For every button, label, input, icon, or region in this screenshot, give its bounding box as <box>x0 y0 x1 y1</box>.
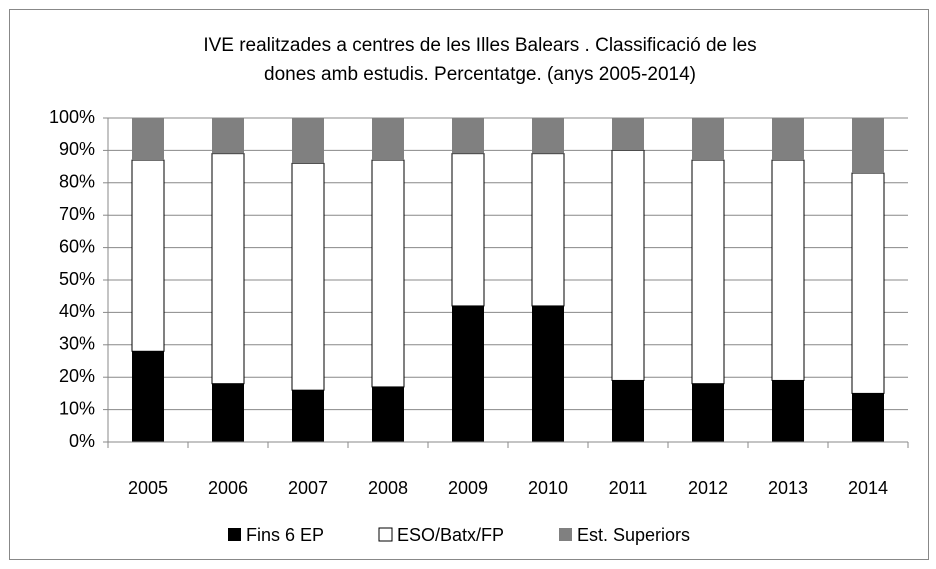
legend-label: ESO/Batx/FP <box>397 525 504 545</box>
legend-label: Fins 6 EP <box>246 525 324 545</box>
y-tick-label: 60% <box>59 236 95 256</box>
y-tick-label: 0% <box>69 431 95 451</box>
bar-segment <box>211 153 245 385</box>
bar-segment <box>692 383 724 442</box>
bar-segment <box>772 118 804 161</box>
x-tick-label: 2007 <box>288 478 328 498</box>
y-tick-label: 50% <box>59 269 95 289</box>
bar-segment <box>691 159 725 385</box>
x-tick-label: 2012 <box>688 478 728 498</box>
legend-swatch <box>228 528 241 541</box>
y-tick-label: 30% <box>59 334 95 354</box>
bar-segment <box>692 118 724 161</box>
x-tick-label: 2010 <box>528 478 568 498</box>
bar-segment <box>212 383 244 442</box>
bar-segment <box>131 159 165 352</box>
bar-segment <box>292 118 324 164</box>
x-tick-label: 2005 <box>128 478 168 498</box>
y-tick-label: 40% <box>59 301 95 321</box>
legend-swatch <box>559 528 572 541</box>
y-tick-label: 100% <box>49 107 95 127</box>
x-tick-label: 2009 <box>448 478 488 498</box>
chart-title: dones amb estudis. Percentatge. (anys 20… <box>264 64 696 85</box>
bar-segment <box>372 386 404 442</box>
chart-title: IVE realitzades a centres de les Illes B… <box>203 35 756 56</box>
y-tick-label: 70% <box>59 204 95 224</box>
bar-segment <box>452 118 484 154</box>
bar-segment <box>852 393 884 442</box>
bar-segment <box>852 118 884 174</box>
bar-segment <box>851 172 885 394</box>
legend-swatch <box>378 527 393 542</box>
y-tick-label: 20% <box>59 366 95 386</box>
bar-segment <box>291 162 325 391</box>
x-tick-label: 2013 <box>768 478 808 498</box>
x-tick-label: 2011 <box>609 478 648 498</box>
bar-segment <box>531 153 565 307</box>
bar-segment <box>612 118 644 151</box>
x-tick-label: 2006 <box>208 478 248 498</box>
bar-segment <box>612 380 644 442</box>
bar-segment <box>132 118 164 161</box>
legend-label: Est. Superiors <box>577 525 690 545</box>
y-tick-label: 10% <box>59 398 95 418</box>
x-tick-label: 2014 <box>848 478 888 498</box>
bar-segment <box>212 118 244 154</box>
bar-segment <box>292 390 324 442</box>
bar-segment <box>772 380 804 442</box>
bar-segment <box>611 149 645 381</box>
bar-segment <box>532 305 564 442</box>
bar-segment <box>452 305 484 442</box>
bar-segment <box>371 159 405 388</box>
y-tick-label: 80% <box>59 172 95 192</box>
y-tick-label: 90% <box>59 139 95 159</box>
bar-segment <box>451 153 485 307</box>
bar-segment <box>372 118 404 161</box>
bar-segment <box>132 351 164 442</box>
x-tick-label: 2008 <box>368 478 408 498</box>
bar-segment <box>771 159 805 381</box>
bar-segment <box>532 118 564 154</box>
